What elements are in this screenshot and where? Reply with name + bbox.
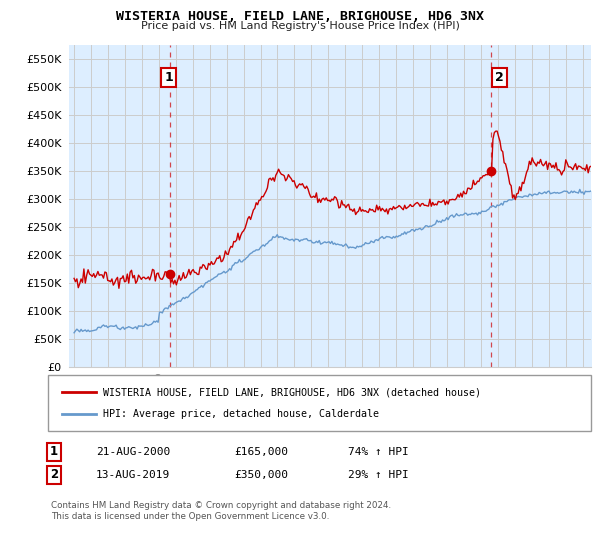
Text: WISTERIA HOUSE, FIELD LANE, BRIGHOUSE, HD6 3NX (detached house): WISTERIA HOUSE, FIELD LANE, BRIGHOUSE, H… <box>103 387 481 397</box>
Text: 29% ↑ HPI: 29% ↑ HPI <box>348 470 409 480</box>
Text: Price paid vs. HM Land Registry's House Price Index (HPI): Price paid vs. HM Land Registry's House … <box>140 21 460 31</box>
Text: 1: 1 <box>164 71 173 84</box>
Text: 1: 1 <box>50 445 58 459</box>
Text: 74% ↑ HPI: 74% ↑ HPI <box>348 447 409 457</box>
Text: 13-AUG-2019: 13-AUG-2019 <box>96 470 170 480</box>
Text: 21-AUG-2000: 21-AUG-2000 <box>96 447 170 457</box>
Text: WISTERIA HOUSE, FIELD LANE, BRIGHOUSE, HD6 3NX: WISTERIA HOUSE, FIELD LANE, BRIGHOUSE, H… <box>116 10 484 22</box>
Text: Contains HM Land Registry data © Crown copyright and database right 2024.
This d: Contains HM Land Registry data © Crown c… <box>51 501 391 521</box>
Text: HPI: Average price, detached house, Calderdale: HPI: Average price, detached house, Cald… <box>103 409 379 419</box>
Text: £165,000: £165,000 <box>234 447 288 457</box>
Text: 2: 2 <box>495 71 503 84</box>
Text: 2: 2 <box>50 468 58 482</box>
Text: £350,000: £350,000 <box>234 470 288 480</box>
